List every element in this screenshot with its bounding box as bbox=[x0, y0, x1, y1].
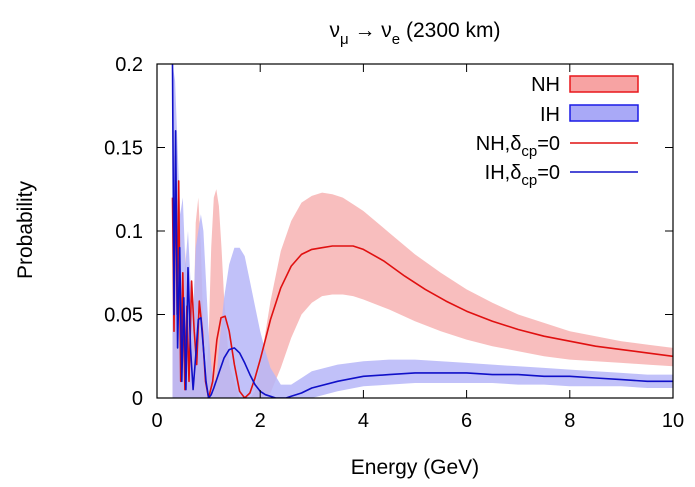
legend-swatch-ih bbox=[569, 104, 639, 122]
y-tick-label: 0.05 bbox=[104, 305, 143, 327]
x-axis-title: Energy (GeV) bbox=[351, 456, 479, 479]
legend-ih-dcp-tail: =0 bbox=[537, 162, 560, 184]
x-tick-label: 6 bbox=[461, 410, 472, 432]
x-tick-label: 10 bbox=[662, 410, 684, 432]
chart-title: νμ → νe (2300 km) bbox=[329, 19, 500, 48]
legend-nh-dcp-main: NH,δ bbox=[476, 133, 522, 155]
legend-label-nh: NH bbox=[531, 74, 560, 96]
title-sub-mu: μ bbox=[340, 31, 349, 48]
y-axis-title: Probability bbox=[14, 180, 37, 279]
x-tick-label: 0 bbox=[151, 410, 162, 432]
title-sub-e: e bbox=[392, 31, 400, 48]
y-tick-label: 0.1 bbox=[115, 221, 143, 243]
legend-swatch-nh bbox=[569, 75, 639, 93]
title-distance: (2300 km) bbox=[400, 19, 500, 42]
legend-ih-dcp-sub: cp bbox=[521, 172, 537, 189]
series-layer bbox=[171, 64, 673, 398]
y-tick-label: 0 bbox=[132, 388, 143, 410]
legend-label-ih-dcp0: IH,δcp=0 bbox=[485, 162, 560, 189]
x-tick-label: 2 bbox=[255, 410, 266, 432]
legend-label-ih: IH bbox=[540, 104, 560, 126]
legend: NH IH NH,δcp=0 IH,δcp=0 bbox=[476, 74, 639, 189]
legend-nh-dcp-sub: cp bbox=[521, 143, 537, 160]
title-nu-mu: ν bbox=[329, 19, 340, 42]
legend-ih-dcp-main: IH,δ bbox=[485, 162, 522, 184]
nh-line bbox=[171, 155, 673, 398]
nh-band bbox=[172, 139, 673, 398]
x-tick-label: 8 bbox=[564, 410, 575, 432]
y-tick-label: 0.15 bbox=[104, 138, 143, 160]
ih-line bbox=[171, 64, 673, 398]
legend-label-nh-dcp0: NH,δcp=0 bbox=[476, 133, 560, 160]
title-arrow-nu: → ν bbox=[349, 19, 392, 42]
axes-layer: 0 2 4 6 8 10 0 0.05 0.1 0.15 0.2 bbox=[104, 54, 684, 432]
legend-nh-dcp-tail: =0 bbox=[537, 133, 560, 155]
x-tick-label: 4 bbox=[358, 410, 369, 432]
y-tick-label: 0.2 bbox=[115, 54, 143, 76]
